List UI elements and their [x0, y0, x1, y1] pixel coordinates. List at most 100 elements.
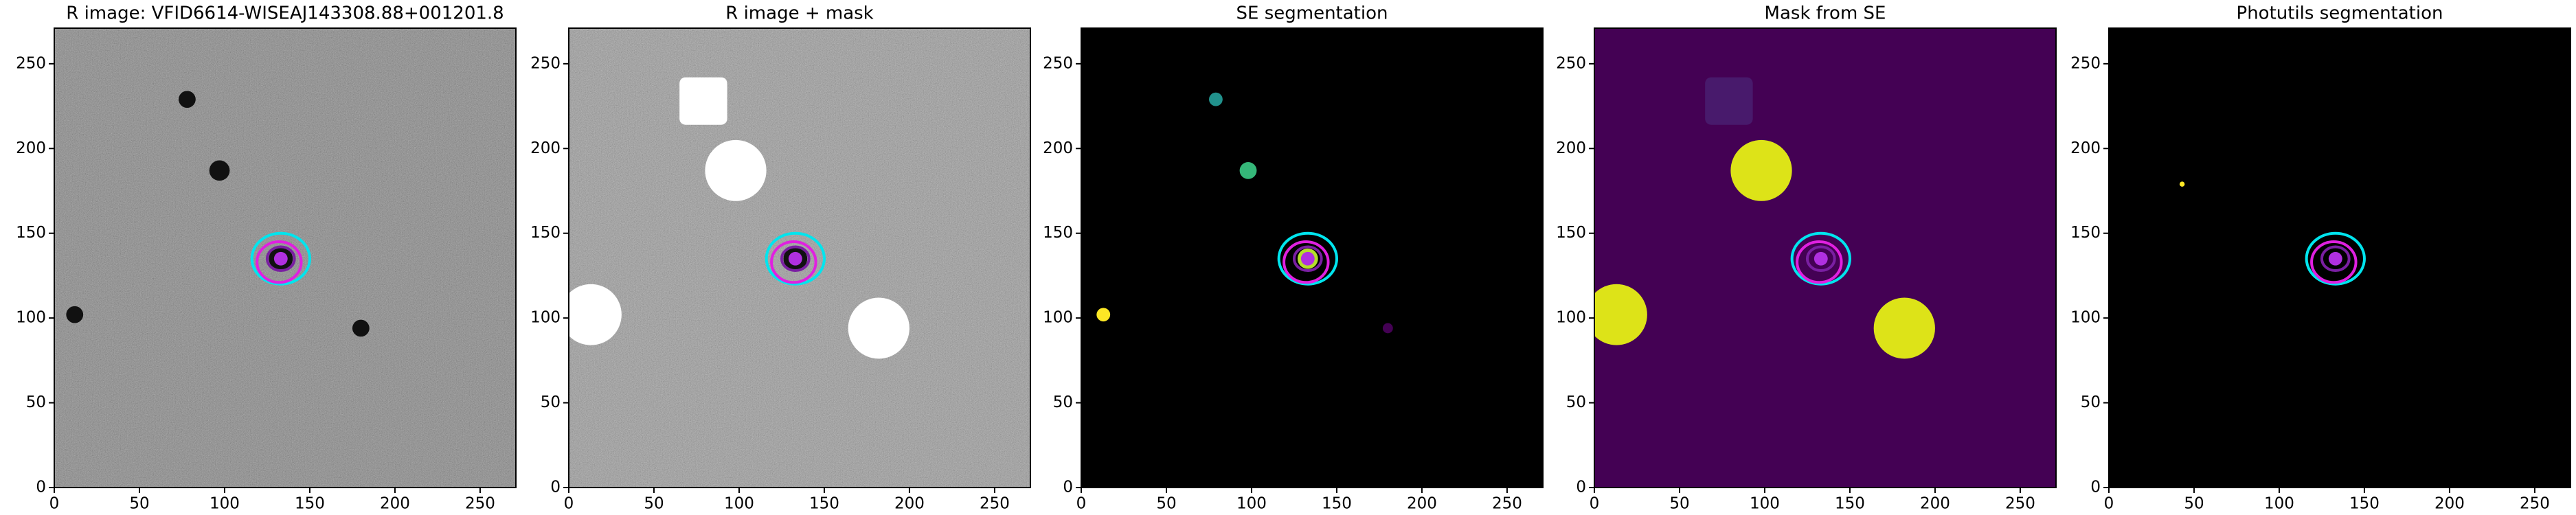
axes-frame [54, 27, 517, 488]
x-tick-label: 0 [2104, 495, 2114, 513]
x-tick-label: 100 [210, 495, 240, 513]
y-tick-label: 150 [16, 224, 46, 242]
aperture [250, 231, 311, 286]
aperture [256, 240, 303, 284]
panel-title: R image: VFID6614-WISEAJ143308.88+001201… [66, 3, 504, 24]
panel [1081, 28, 1543, 488]
x-tick-label: 250 [465, 495, 495, 513]
aperture [2320, 245, 2351, 273]
source-blob [1239, 162, 1257, 179]
aperture [765, 231, 826, 286]
x-tick-label: 0 [1590, 495, 1600, 513]
y-tick-label: 0 [1576, 479, 1586, 496]
aperture [1277, 231, 1338, 286]
y-tick-label: 100 [1556, 309, 1586, 327]
y-tick-label: 50 [2081, 393, 2101, 411]
aperture [2310, 240, 2358, 284]
panel-title: Photutils segmentation [2237, 3, 2443, 24]
y-tick-label: 50 [1053, 393, 1073, 411]
x-tick-label: 100 [1236, 495, 1267, 513]
axes-frame [2108, 27, 2571, 488]
y-tick-label: 250 [1043, 54, 1073, 72]
x-tick-label: 150 [1322, 495, 1352, 513]
x-tick-label: 150 [809, 495, 839, 513]
x-tick-label: 150 [295, 495, 325, 513]
aperture [265, 245, 296, 273]
y-tick-label: 50 [1566, 393, 1586, 411]
y-tick-label: 50 [541, 393, 561, 411]
x-tick-label: 50 [129, 495, 149, 513]
source-blob [1730, 139, 1792, 201]
source-blob [2179, 181, 2185, 187]
source-blob [1208, 92, 1223, 106]
aperture [770, 240, 817, 284]
x-tick-label: 50 [1669, 495, 1689, 513]
y-tick-label: 250 [530, 54, 561, 72]
aperture [1283, 240, 1330, 284]
y-tick-label: 250 [1556, 54, 1586, 72]
panel-title: Mask from SE [1765, 3, 1886, 24]
source-blob [1382, 323, 1393, 334]
panel-title: R image + mask [725, 3, 874, 24]
source-blob [66, 306, 84, 323]
x-tick-label: 150 [1835, 495, 1865, 513]
y-tick-label: 100 [1043, 309, 1073, 327]
panel [2109, 28, 2571, 488]
source-blob [569, 284, 622, 345]
y-tick-label: 0 [2090, 479, 2101, 496]
x-tick-label: 250 [980, 495, 1010, 513]
aperture [1292, 245, 1323, 273]
source-blob [1873, 297, 1935, 359]
x-tick-label: 100 [2264, 495, 2294, 513]
y-tick-label: 0 [36, 479, 46, 496]
source-blob [209, 160, 230, 181]
source-blob [1814, 251, 1828, 266]
y-tick-label: 200 [530, 139, 561, 157]
y-tick-label: 50 [26, 393, 46, 411]
source-blob [1594, 284, 1647, 345]
axes-frame [1081, 27, 1544, 488]
x-tick-label: 50 [644, 495, 664, 513]
source-blob [1300, 251, 1315, 266]
x-tick-label: 200 [894, 495, 925, 513]
y-tick-label: 250 [16, 54, 46, 72]
y-tick-label: 0 [550, 479, 561, 496]
source-blob [179, 91, 196, 108]
x-tick-label: 250 [1492, 495, 1522, 513]
x-tick-label: 50 [2184, 495, 2204, 513]
x-tick-label: 200 [1407, 495, 1437, 513]
y-tick-label: 200 [2070, 139, 2101, 157]
source-blob [848, 297, 909, 359]
panel-title: SE segmentation [1236, 3, 1388, 24]
y-tick-label: 200 [1043, 139, 1073, 157]
y-tick-label: 150 [1043, 224, 1073, 242]
aperture [2305, 231, 2366, 286]
source-blob [352, 319, 370, 337]
aperture [1790, 231, 1851, 286]
source-blob [705, 139, 767, 201]
y-tick-label: 100 [530, 309, 561, 327]
x-tick-label: 100 [1750, 495, 1780, 513]
x-tick-label: 100 [724, 495, 754, 513]
x-tick-label: 250 [2005, 495, 2035, 513]
source-blob [1096, 308, 1111, 322]
x-tick-label: 200 [380, 495, 410, 513]
x-tick-label: 150 [2349, 495, 2380, 513]
axes-frame [1594, 27, 2057, 488]
y-tick-label: 250 [2070, 54, 2101, 72]
y-tick-label: 150 [2070, 224, 2101, 242]
x-tick-label: 250 [2520, 495, 2550, 513]
y-tick-label: 100 [16, 309, 46, 327]
x-tick-label: 50 [1156, 495, 1176, 513]
aperture [780, 245, 811, 273]
x-tick-label: 0 [1076, 495, 1087, 513]
y-tick-label: 150 [1556, 224, 1586, 242]
x-tick-label: 0 [564, 495, 574, 513]
y-tick-label: 200 [16, 139, 46, 157]
source-blob [2328, 251, 2342, 266]
y-tick-label: 0 [1063, 479, 1073, 496]
panel [54, 28, 516, 488]
source-blob [273, 251, 288, 266]
y-tick-label: 200 [1556, 139, 1586, 157]
x-tick-label: 0 [49, 495, 60, 513]
